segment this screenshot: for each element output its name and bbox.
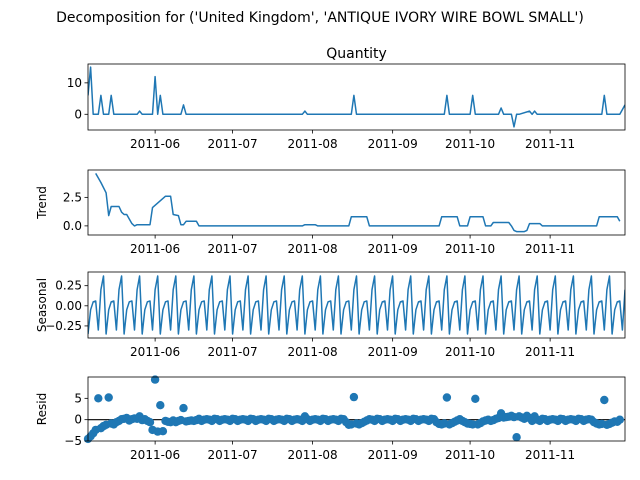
panel-4: −5 0 5 2011-06 2011-07 2011-08 2011-09 2011-10 2… [35,375,626,462]
resid-point [158,427,168,436]
panel-frame [87,169,626,236]
x-tick-label: 2011-10 [445,345,495,359]
x-tick-label: 2011-10 [445,448,495,462]
panel-frame [87,63,626,131]
resid-point [471,394,480,403]
x-tick-label: 2011-06 [130,137,180,151]
y-tick-label: 0 [74,413,82,427]
x-tick-label: 2011-07 [208,242,258,256]
y-axis-label: Seasonal [35,278,49,332]
x-tick-label: 2011-11 [525,345,575,359]
x-tick-label: 2011-08 [288,137,338,151]
y-tick-label: −5 [64,434,82,448]
x-tick-label: 2011-06 [130,345,180,359]
panel-frame [87,271,626,339]
x-tick-label: 2011-11 [525,448,575,462]
resid-point [349,392,359,402]
x-tick-label: 2011-09 [368,345,418,359]
x-tick-label: 2011-07 [208,448,258,462]
x-tick-label: 2011-08 [288,448,338,462]
resid-point [104,393,113,402]
x-tick-label: 2011-06 [130,448,180,462]
x-tick-label: 2011-06 [130,242,180,256]
x-tick-label: 2011-11 [525,242,575,256]
trend-series-line [95,173,621,233]
y-axis-label: Resid [35,393,49,425]
resid-point [156,401,165,410]
panel-frame [87,376,626,442]
y-tick-label: 0.25 [55,279,82,293]
y-tick-label: −0.25 [45,319,82,333]
x-tick-label: 2011-10 [445,242,495,256]
resid-point [600,395,609,405]
quantity-series-line [88,66,625,128]
figure-suptitle: Decomposition for ('United Kingdom', 'AN… [56,10,584,26]
y-tick-label: 0 [74,107,82,121]
panel-2: 0.0 2.5 2011-06 2011-07 2011-08 2011-09 2011-1… [35,169,626,256]
y-tick-label: 0.0 [63,219,82,233]
y-tick-label: 10 [67,76,82,90]
x-tick-label: 2011-10 [445,137,495,151]
x-tick-label: 2011-11 [525,137,575,151]
y-axis-label: Trend [35,186,49,220]
x-tick-label: 2011-08 [288,345,338,359]
panel-title: Quantity [326,46,387,62]
y-tick-label: 0.00 [55,299,82,313]
resid-point [179,403,188,413]
y-tick-label: 2.5 [63,190,82,204]
x-tick-label: 2011-07 [208,345,258,359]
resid-point [94,394,103,403]
panel-1: 0 10 2011-06 2011-07 2011-08 2011-09 2011-10 20… [67,46,626,151]
x-tick-label: 2011-09 [368,137,418,151]
x-tick-label: 2011-09 [368,448,418,462]
x-tick-label: 2011-07 [208,137,258,151]
panels-group: 0 10 2011-06 2011-07 2011-08 2011-09 2011-10 20… [35,46,626,462]
y-tick-label: 5 [74,391,82,405]
seasonal-series-line [88,275,625,335]
resid-point [145,418,155,427]
resid-point [512,433,521,442]
panel-3: 0.25 0.00 −0.25 2011-06 2011-07 2011-08 2011-0… [35,271,626,359]
resid-point [442,393,452,402]
x-tick-label: 2011-08 [288,242,338,256]
x-tick-label: 2011-09 [368,242,418,256]
resid-point [615,415,624,424]
resid-point [150,375,160,384]
